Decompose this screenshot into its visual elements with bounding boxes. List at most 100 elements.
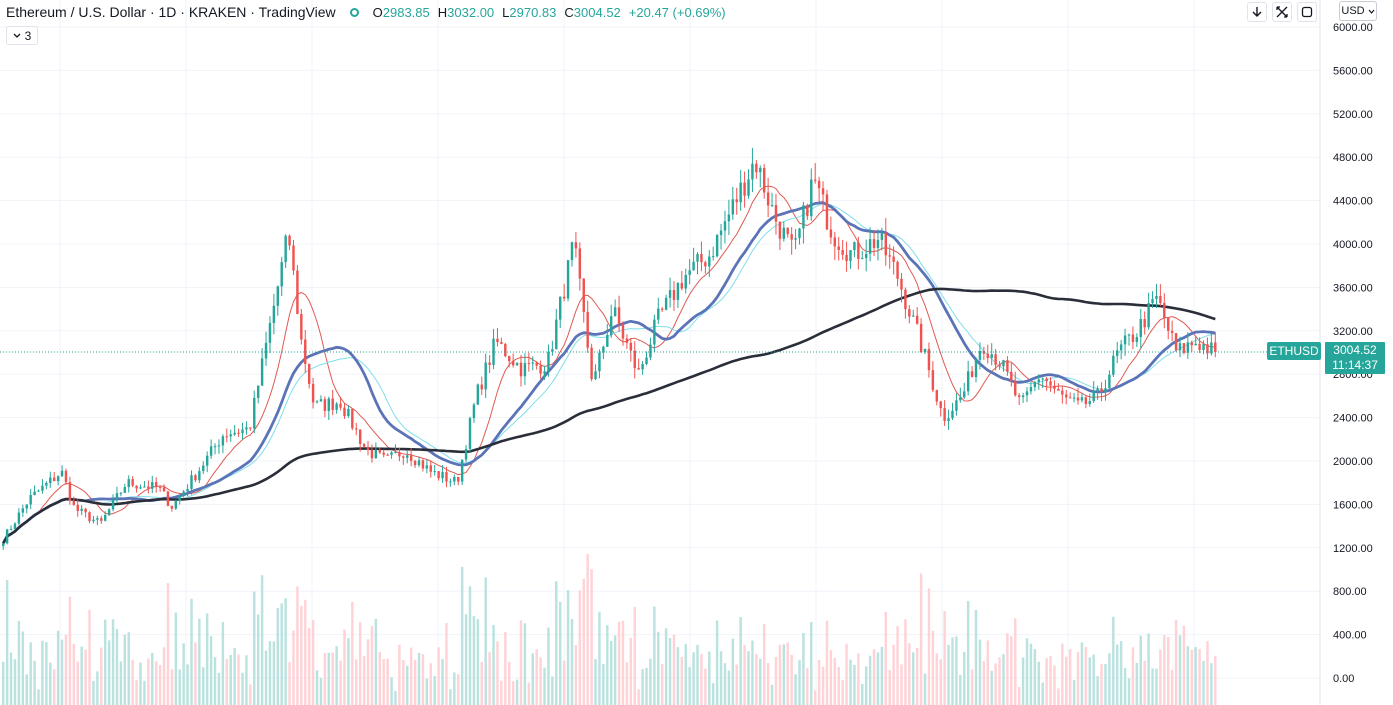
volume-bar: [915, 647, 919, 705]
volume-bar: [33, 660, 36, 705]
volume-bar: [366, 639, 370, 705]
candle-body: [429, 465, 432, 472]
volume-bar: [386, 658, 389, 705]
candle-body: [272, 305, 276, 324]
volume-bar: [990, 670, 993, 705]
volume-bar: [531, 653, 534, 705]
candle-body: [1021, 395, 1025, 398]
volume-bar: [527, 682, 531, 705]
candle-body: [1178, 343, 1182, 351]
candle-body: [974, 359, 978, 378]
candle-body: [237, 432, 240, 434]
candle-body: [304, 339, 307, 364]
candle-body: [115, 493, 119, 500]
candle-body: [1139, 319, 1142, 337]
candle-body: [166, 491, 170, 506]
volume-bar: [1076, 652, 1080, 705]
candle-body: [766, 192, 770, 206]
volume-bar: [747, 651, 750, 705]
volume-bar: [139, 662, 142, 705]
indicators-toggle-button[interactable]: 3: [6, 26, 38, 45]
candle-body: [33, 491, 36, 495]
candle-body: [433, 471, 436, 473]
volume-bar: [774, 656, 778, 705]
volume-bar: [331, 652, 334, 705]
candle-body: [672, 290, 676, 300]
candle-body: [370, 449, 374, 459]
symbol-price-tag: ETHUSD: [1267, 342, 1321, 360]
volume-bar: [225, 659, 229, 705]
candle-body: [1025, 391, 1029, 396]
visibility-eye-icon[interactable]: [349, 7, 359, 17]
candle-body: [323, 399, 327, 411]
volume-bar: [186, 664, 189, 705]
volume-bar: [1084, 646, 1088, 705]
candle-body: [217, 445, 221, 447]
volume-bar: [1147, 633, 1150, 705]
volume-bar: [1112, 616, 1115, 705]
volume-bar: [508, 661, 511, 705]
candle-body: [1096, 388, 1099, 391]
fullscreen-button[interactable]: [1272, 2, 1292, 22]
volume-bar: [806, 668, 809, 705]
volume-bar: [837, 666, 840, 705]
candle-body: [1202, 344, 1205, 351]
volume-bar: [641, 669, 644, 705]
volume-bar: [1045, 658, 1048, 705]
screenshot-button[interactable]: [1297, 2, 1317, 22]
candle-body: [480, 384, 483, 390]
download-button[interactable]: [1247, 2, 1267, 22]
volume-bar: [1159, 649, 1162, 705]
candle-body: [582, 278, 585, 312]
volume-bar: [1155, 668, 1158, 705]
candle-body: [394, 452, 397, 454]
candle-body: [735, 199, 738, 203]
volume-bar: [221, 622, 225, 705]
candle-body: [245, 427, 248, 430]
symbol-title[interactable]: Ethereum / U.S. Dollar · 1D · KRAKEN · T…: [6, 4, 336, 20]
volume-bar: [119, 661, 123, 705]
volume-bar: [876, 652, 880, 705]
volume-bar: [629, 637, 633, 705]
volume-bar: [1170, 669, 1174, 705]
volume-bar: [1131, 647, 1135, 705]
volume-bar: [1025, 638, 1029, 705]
volume-bar: [29, 642, 32, 705]
candle-body: [931, 370, 935, 391]
candle-body: [225, 436, 229, 438]
candle-body: [731, 199, 735, 215]
volume-bar: [425, 678, 429, 705]
candle-body: [1088, 401, 1091, 405]
candle-body: [425, 465, 429, 469]
last-price-value: 3004.52: [1333, 343, 1377, 357]
candle-body: [21, 508, 25, 513]
volume-bar: [912, 652, 915, 705]
volume-bar: [853, 664, 856, 705]
volume-bar: [590, 569, 593, 705]
volume-bar: [253, 591, 256, 705]
candle-body: [888, 255, 891, 257]
moving-average-line: [2, 203, 1216, 544]
candle-body: [300, 313, 303, 340]
candle-body: [755, 163, 758, 173]
candle-body: [743, 182, 746, 196]
volume-bar: [668, 638, 672, 705]
candle-body: [213, 446, 217, 448]
volume-bar: [872, 649, 876, 705]
candle-body: [319, 399, 323, 402]
volume-bar: [162, 647, 166, 705]
candle-body: [178, 495, 181, 501]
candle-body: [1194, 343, 1197, 346]
y-tick-label: 6000.00: [1333, 22, 1373, 34]
candle-body: [904, 289, 907, 310]
currency-select[interactable]: USD: [1339, 1, 1377, 21]
candle-body: [170, 505, 174, 509]
volume-bar: [802, 632, 805, 705]
volume-bar: [492, 624, 495, 705]
volume-bar: [378, 652, 381, 705]
volume-bar: [602, 664, 605, 705]
volume-bar: [692, 652, 695, 705]
candle-body: [209, 446, 213, 456]
candle-body: [96, 518, 99, 520]
